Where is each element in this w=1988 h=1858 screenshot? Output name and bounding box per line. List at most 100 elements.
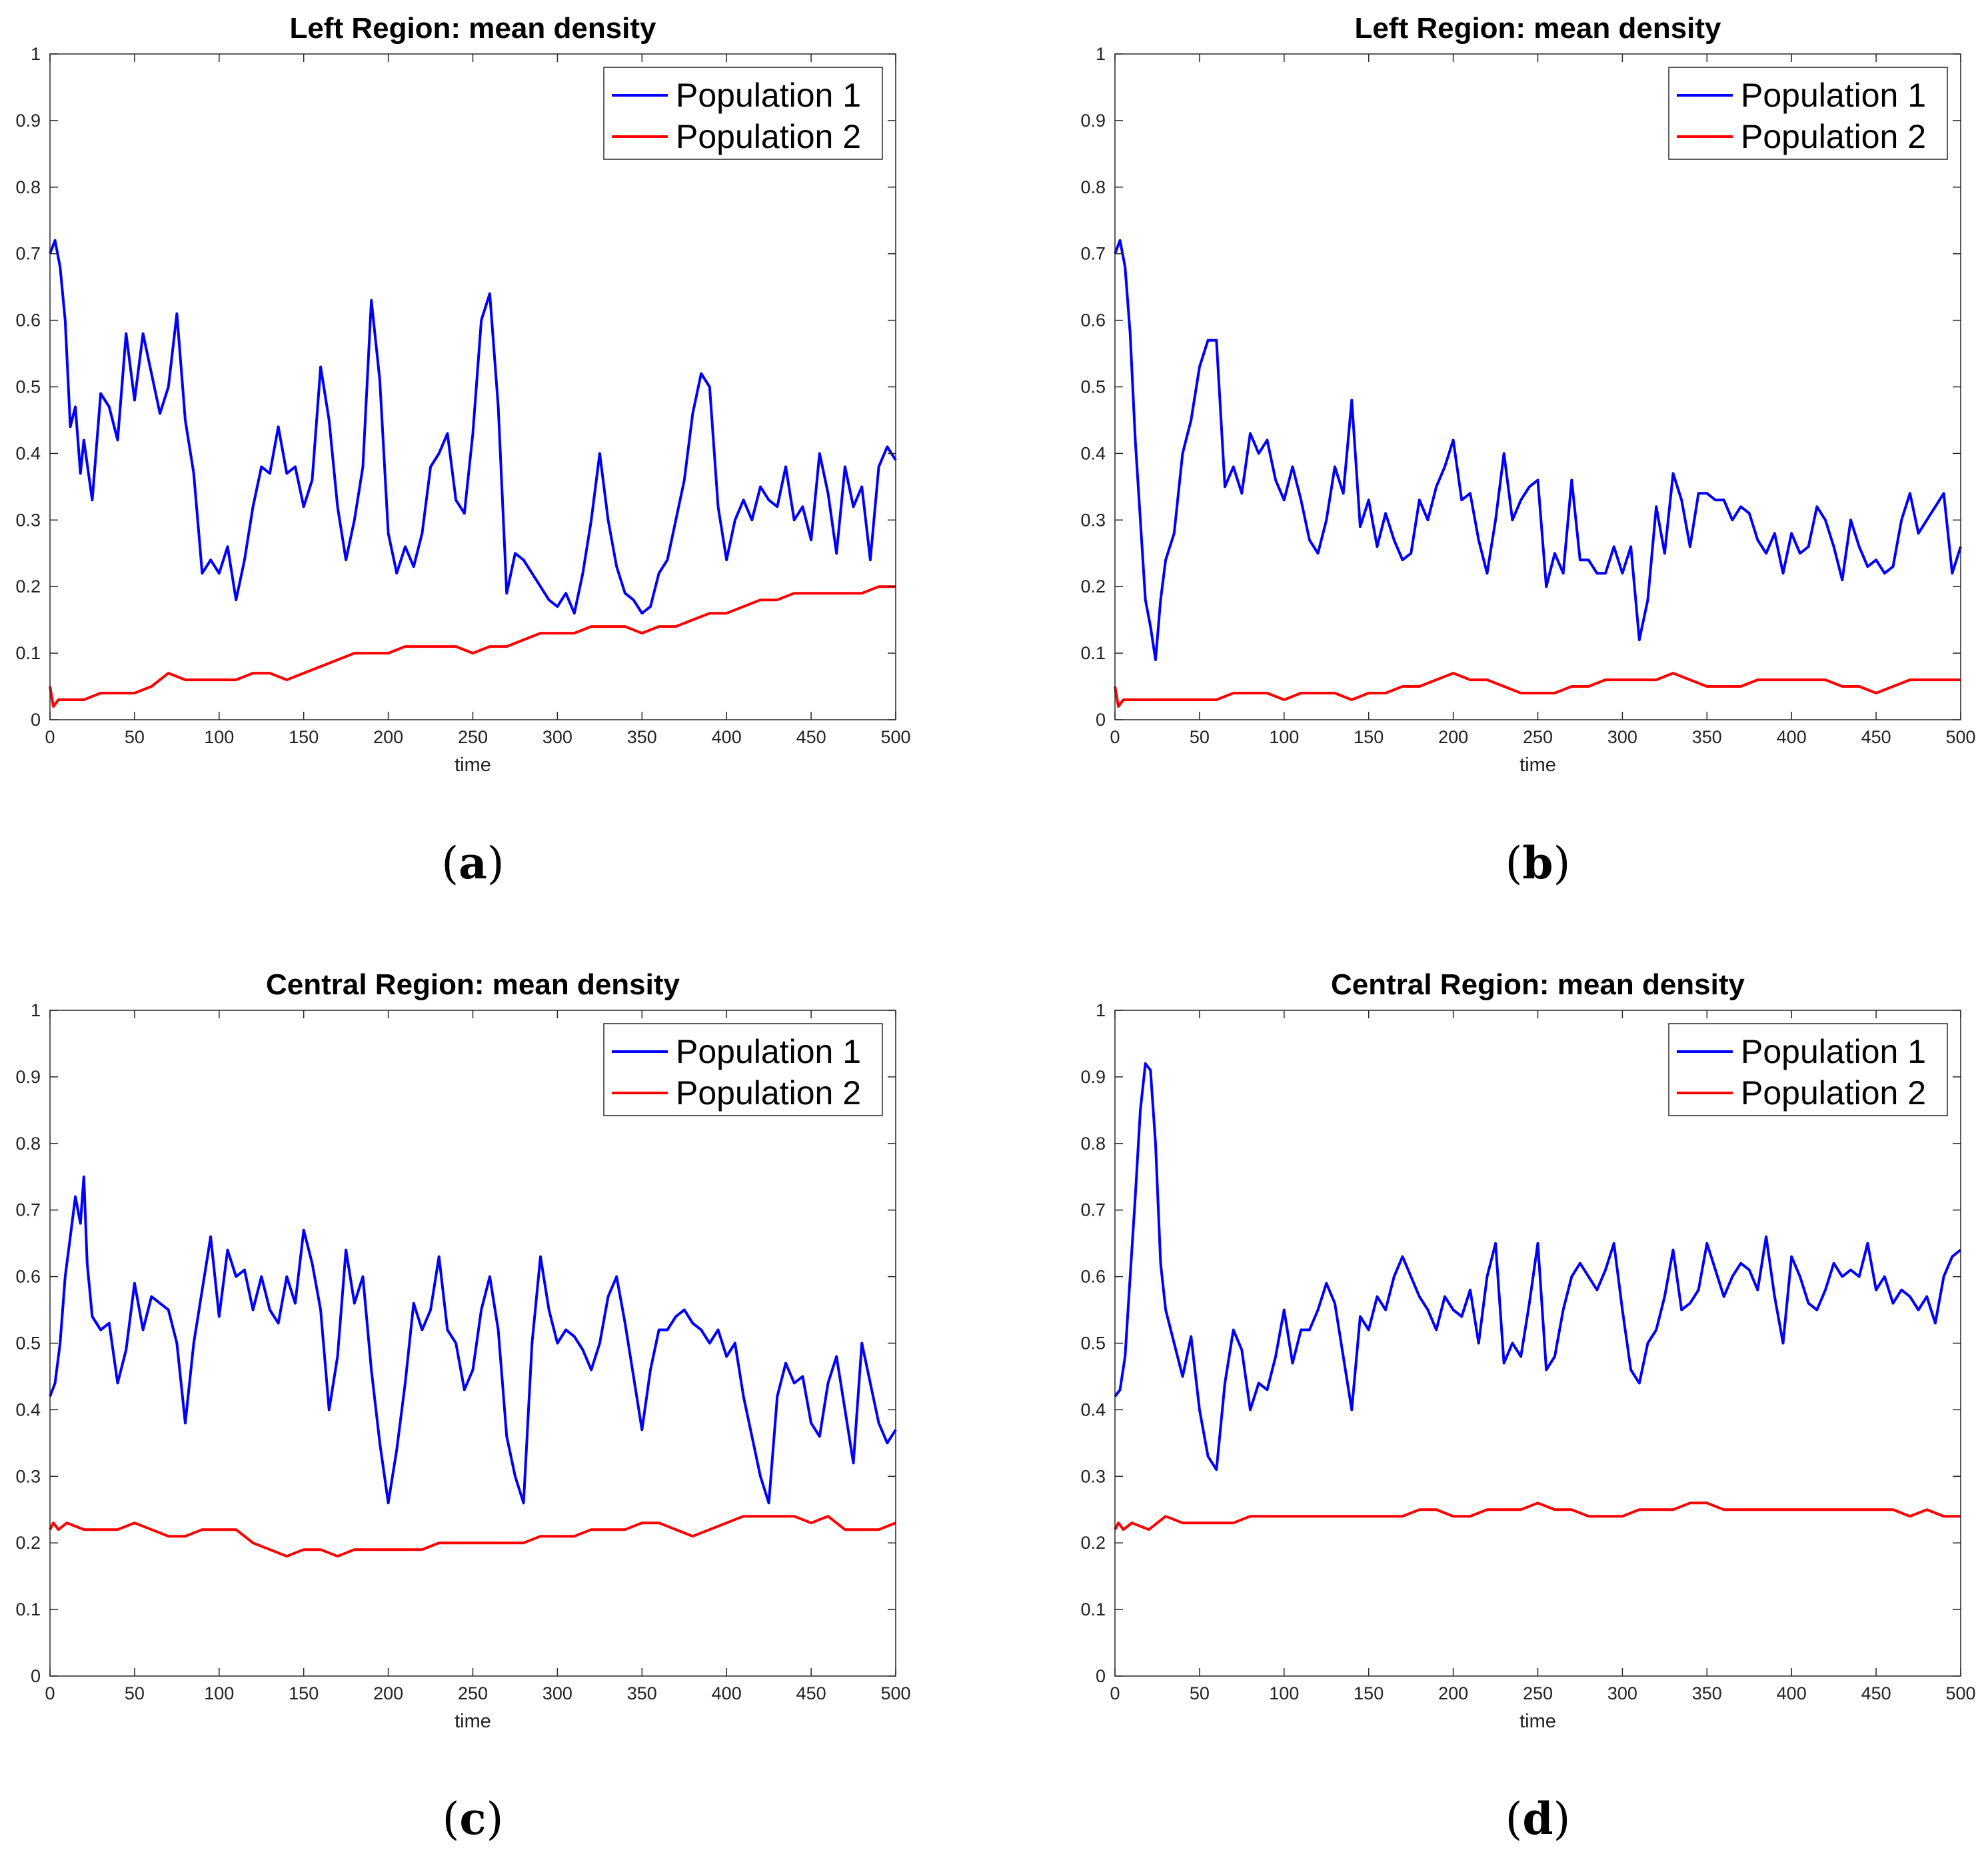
- y-tick-label: 0.8: [15, 177, 41, 197]
- y-tick-label: 0.3: [15, 510, 41, 530]
- x-tick-label: 400: [1777, 1683, 1807, 1703]
- y-tick-label: 0.3: [1080, 1466, 1106, 1486]
- x-tick-label: 0: [1110, 727, 1120, 747]
- y-tick-label: 0.5: [15, 1334, 41, 1354]
- y-tick-label: 0.6: [15, 311, 41, 331]
- y-tick-label: 0.5: [1080, 377, 1106, 397]
- series-line-1: [49, 239, 897, 615]
- x-tick-label: 450: [796, 1683, 826, 1703]
- y-tick-label: 1: [31, 44, 41, 64]
- legend-box: [1668, 67, 1948, 160]
- x-tick-label: 150: [289, 1683, 319, 1703]
- x-tick-label: 50: [125, 1683, 145, 1703]
- x-axis-label: time: [455, 1711, 491, 1732]
- legend-label-1: Population 1: [676, 77, 861, 114]
- y-tick-label: 0.3: [15, 1466, 41, 1486]
- y-tick-label: 0.9: [1080, 1067, 1106, 1087]
- x-tick-label: 200: [373, 1683, 403, 1703]
- x-tick-label: 0: [45, 727, 55, 747]
- y-tick-label: 0.9: [15, 1067, 41, 1087]
- plot-area: [50, 54, 896, 720]
- series-line-1: [1114, 1062, 1962, 1471]
- y-tick-label: 0.3: [1080, 510, 1106, 530]
- x-tick-label: 300: [542, 1683, 572, 1703]
- y-tick-label: 0: [31, 1666, 41, 1686]
- x-tick-label: 300: [1607, 727, 1637, 747]
- chart-panel-d: 0 50 100 150 200 250 300 350 400 450 500 0 0.1 0.2 0.3…: [1080, 968, 1975, 1845]
- series-line-2: [1114, 1501, 1961, 1531]
- y-tick-label: 0.4: [15, 1399, 41, 1419]
- panel-caption: (a): [441, 837, 504, 889]
- y-tick-label: 0.1: [15, 643, 41, 663]
- x-tick-label: 500: [1945, 1683, 1975, 1703]
- y-tick-label: 0: [31, 710, 41, 730]
- legend-box: [603, 67, 883, 160]
- y-tick-label: 1: [31, 1000, 41, 1020]
- y-tick-label: 0.5: [15, 377, 41, 397]
- panel-caption: (d): [1505, 1793, 1571, 1845]
- x-tick-label: 300: [542, 727, 572, 747]
- legend-label-2: Population 2: [676, 1074, 861, 1112]
- y-tick-label: 0.7: [15, 244, 41, 264]
- series-line-2: [49, 585, 896, 708]
- legend-box: [603, 1023, 883, 1116]
- x-tick-label: 350: [1692, 1683, 1722, 1703]
- y-tick-label: 0.2: [15, 576, 41, 596]
- y-tick-label: 0.8: [15, 1134, 41, 1154]
- chart-panel-b: 0 50 100 150 200 250 300 350 400 450 500 0 0.1 0.2 0.3…: [1080, 12, 1975, 889]
- legend-label-1: Population 1: [1741, 77, 1926, 114]
- x-tick-label: 100: [204, 727, 234, 747]
- y-tick-label: 0.4: [15, 443, 41, 463]
- legend-box: [1668, 1023, 1948, 1116]
- y-tick-label: 0.6: [15, 1267, 41, 1287]
- y-tick-label: 0.6: [1080, 1267, 1106, 1287]
- x-tick-label: 450: [1861, 727, 1891, 747]
- x-tick-label: 100: [1269, 727, 1299, 747]
- chart-panel-c: 0 50 100 150 200 250 300 350 400 450 500 0 0.1 0.2 0.3…: [15, 968, 910, 1845]
- legend: Population 1 Population 2: [1668, 1023, 1948, 1116]
- y-tick-label: 0.9: [1080, 111, 1106, 131]
- y-tick-label: 0: [1096, 1666, 1106, 1686]
- y-tick-label: 0.7: [15, 1200, 41, 1220]
- legend-label-2: Population 2: [1741, 118, 1926, 155]
- legend-label-1: Population 1: [676, 1033, 861, 1070]
- plot-area: [1115, 1010, 1961, 1676]
- y-tick-label: 0.6: [1080, 311, 1106, 331]
- legend-label-2: Population 2: [1741, 1074, 1926, 1112]
- panel-caption: (b): [1505, 837, 1571, 889]
- x-tick-label: 450: [796, 727, 826, 747]
- chart-title: Left Region: mean density: [1354, 12, 1721, 45]
- x-tick-label: 150: [289, 727, 319, 747]
- y-tick-label: 0.1: [1080, 643, 1106, 663]
- x-tick-label: 150: [1354, 727, 1384, 747]
- y-tick-label: 0.5: [1080, 1334, 1106, 1354]
- legend: Population 1 Population 2: [603, 67, 883, 160]
- legend-label-1: Population 1: [1741, 1033, 1926, 1070]
- series-line-1: [1114, 239, 1962, 662]
- x-axis-label: time: [455, 754, 491, 776]
- legend-label-2: Population 2: [676, 118, 861, 155]
- x-tick-label: 500: [880, 727, 910, 747]
- y-tick-label: 0.7: [1080, 1200, 1106, 1220]
- x-axis-label: time: [1519, 754, 1556, 776]
- legend: Population 1 Population 2: [603, 1023, 883, 1116]
- x-tick-label: 250: [1523, 1683, 1553, 1703]
- x-tick-label: 500: [1945, 727, 1975, 747]
- x-tick-label: 350: [627, 727, 657, 747]
- chart-title: Central Region: mean density: [1331, 968, 1745, 1001]
- legend: Population 1 Population 2: [1668, 67, 1948, 160]
- plot-area: [1115, 54, 1961, 720]
- x-tick-label: 50: [1190, 727, 1210, 747]
- series-line-2: [1114, 672, 1961, 708]
- y-tick-label: 1: [1096, 44, 1106, 64]
- y-tick-label: 0: [1096, 710, 1106, 730]
- y-tick-label: 0.9: [15, 111, 41, 131]
- x-tick-label: 400: [712, 727, 742, 747]
- y-tick-label: 0.8: [1080, 1134, 1106, 1154]
- series-line-2: [49, 1515, 896, 1558]
- y-tick-label: 0.1: [15, 1599, 41, 1619]
- x-tick-label: 500: [880, 1683, 910, 1703]
- y-tick-label: 1: [1096, 1000, 1106, 1020]
- x-tick-label: 250: [458, 727, 488, 747]
